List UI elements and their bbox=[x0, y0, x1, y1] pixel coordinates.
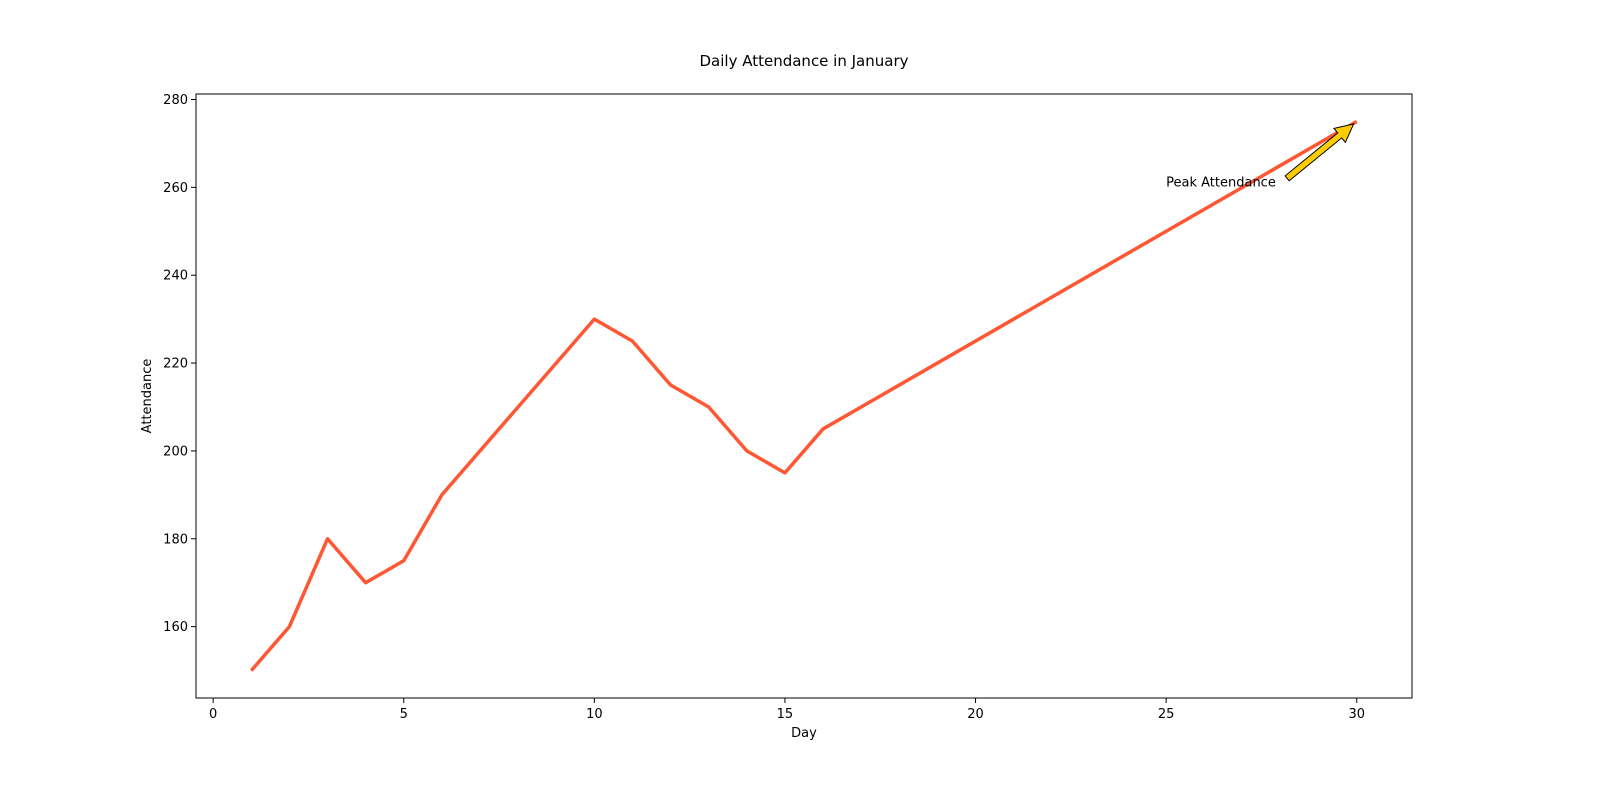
annotation-arrow bbox=[1284, 123, 1355, 182]
y-tick-label: 200 bbox=[163, 444, 188, 459]
x-tick-label: 5 bbox=[400, 707, 408, 722]
plot-frame bbox=[195, 93, 1413, 699]
y-axis-label: Attendance bbox=[140, 359, 155, 434]
x-tick-label: 0 bbox=[209, 707, 217, 722]
x-tick-label: 10 bbox=[586, 707, 603, 722]
y-tick-label: 260 bbox=[163, 181, 188, 196]
annotation-label: Peak Attendance bbox=[1166, 175, 1276, 190]
series-layer bbox=[249, 119, 1358, 672]
y-tick-label: 180 bbox=[163, 532, 188, 547]
y-axis: 160 180 200 220 240 260 280 bbox=[163, 93, 196, 635]
y-tick-label: 160 bbox=[163, 620, 188, 635]
x-tick-label: 25 bbox=[1158, 707, 1175, 722]
x-axis-label: Day bbox=[791, 726, 817, 741]
chart-title: Daily Attendance in January bbox=[700, 52, 909, 70]
y-tick-label: 220 bbox=[163, 357, 188, 372]
x-tick-label: 15 bbox=[777, 707, 794, 722]
x-tick-label: 20 bbox=[967, 707, 984, 722]
annotation-layer: Peak Attendance bbox=[1166, 123, 1355, 190]
y-tick-label: 280 bbox=[163, 93, 188, 108]
y-tick-label: 240 bbox=[163, 269, 188, 284]
x-axis: 0 5 10 15 20 25 30 bbox=[209, 698, 1365, 722]
x-tick-label: 30 bbox=[1348, 707, 1365, 722]
series-line bbox=[249, 119, 1358, 672]
